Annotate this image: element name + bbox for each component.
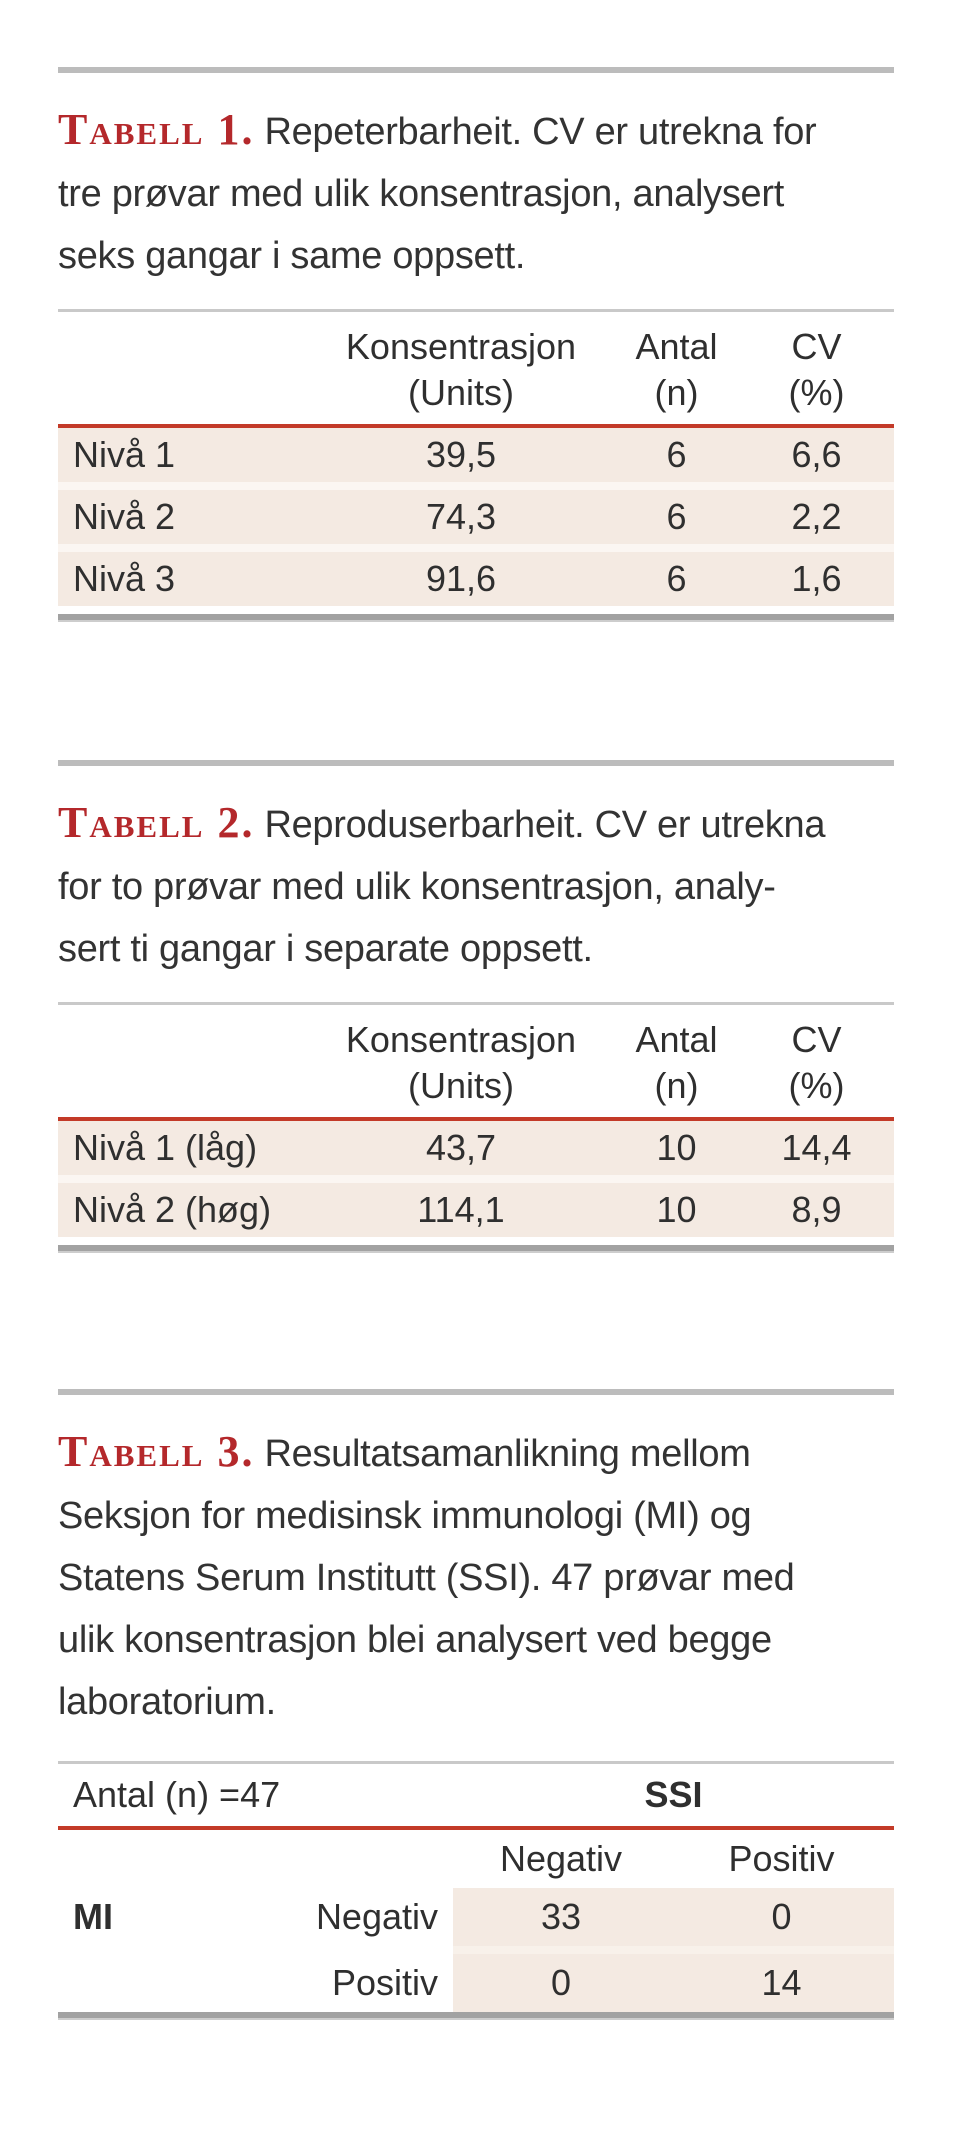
value-cell: 74,3 <box>425 496 497 537</box>
row-label-cell: Negativ <box>315 1896 438 1937</box>
caption-line: sert ti gangar i separate oppsett. <box>58 928 593 970</box>
column-header-konsentrasjon: Konsentrasjon (Units) <box>345 1019 577 1106</box>
empty-cell <box>208 1830 453 1888</box>
empty-cell <box>58 1830 208 1888</box>
table-3-caption: Tabell 3. Resultatsamanlikning mellom Sek… <box>58 1421 894 1733</box>
caption-line: seks gangar i same oppsett. <box>58 235 526 277</box>
column-header-empty <box>58 324 308 416</box>
table-row: Nivå 2 74,3 6 2,2 <box>58 490 894 544</box>
caption-text: Reproduserbarheit. CV er utrekna <box>264 804 826 846</box>
table-body: Nivå 1 (låg) 43,7 10 14,4 Nivå 2 (høg) 1… <box>58 1121 894 1237</box>
caption-text: Repeterbarheit. CV er utrekna for <box>264 111 817 153</box>
empty-cell <box>58 1954 208 2012</box>
value-cell: 6 <box>666 434 687 475</box>
table-top-rule <box>58 309 894 312</box>
table-row: Nivå 2 (høg) 114,1 10 8,9 <box>58 1183 894 1237</box>
table-reproduserbarheit: Konsentrasjon (Units) Antal (n) CV (%) N… <box>58 1002 894 1253</box>
table-1-caption-label: Tabell 1. <box>58 105 255 154</box>
value-cell: 43,7 <box>425 1127 497 1168</box>
table-header-row: Konsentrasjon (Units) Antal (n) CV (%) <box>58 312 894 424</box>
row-label-cell: Nivå 2 <box>73 496 176 537</box>
antal-header-cell: Antal (n) =47 <box>73 1774 281 1815</box>
row-gap <box>58 1946 894 1954</box>
value-cell: 1,6 <box>791 558 842 599</box>
value-cell: 8,9 <box>791 1189 842 1230</box>
row-label-cell: Nivå 1 (låg) <box>73 1127 258 1168</box>
caption-line: Statens Serum Institutt (SSI). 47 prøvar… <box>58 1557 795 1599</box>
table-3-caption-label: Tabell 3. <box>58 1427 255 1476</box>
table-bottom-rule <box>58 2012 894 2020</box>
header-underline-rule <box>58 1117 894 1121</box>
value-cell: 91,6 <box>425 558 497 599</box>
column-header-antal: Antal (n) <box>635 1019 718 1106</box>
mi-group-label-cell: MI <box>73 1896 113 1937</box>
table-row: Nivå 1 (låg) 43,7 10 14,4 <box>58 1121 894 1175</box>
column-header-empty <box>58 1017 308 1109</box>
section-divider <box>58 67 894 73</box>
table-top-rule <box>58 1761 894 1764</box>
row-label-cell: Nivå 2 (høg) <box>73 1189 272 1230</box>
value-cell: 6 <box>666 496 687 537</box>
value-cell: 10 <box>656 1189 697 1230</box>
table-body: Nivå 1 39,5 6 6,6 Nivå 2 74,3 6 2,2 Nivå… <box>58 428 894 606</box>
subheader-row: Negativ Positiv <box>58 1830 894 1888</box>
table-bottom-rule <box>58 614 894 622</box>
header-underline-rule <box>58 1826 894 1830</box>
row-label-cell: Nivå 1 <box>73 434 176 475</box>
value-cell: 0 <box>669 1888 894 1946</box>
table-2-caption: Tabell 2. Reproduserbarheit. CV er utrekn… <box>58 792 894 980</box>
caption-text: Resultatsamanlikning mellom <box>264 1433 751 1475</box>
value-cell: 14,4 <box>781 1127 852 1168</box>
table-row: Nivå 3 91,6 6 1,6 <box>58 552 894 606</box>
header-underline-rule <box>58 424 894 428</box>
caption-line: Tabell 2. Reproduserbarheit. CV er utrekn… <box>58 792 894 856</box>
table-2-caption-label: Tabell 2. <box>58 798 255 847</box>
column-header-cv: CV (%) <box>788 1019 845 1106</box>
value-cell: 6,6 <box>791 434 842 475</box>
table-row: Positiv 0 14 <box>58 1954 894 2012</box>
table-1-caption: Tabell 1. Repeterbarheit. CV er utrekna f… <box>58 99 894 287</box>
table-resultatsamanlikning: Antal (n) =47 SSI Negativ Positiv MI Neg… <box>58 1761 894 2020</box>
value-cell: 114,1 <box>417 1189 505 1230</box>
table-header-row: Antal (n) =47 SSI <box>58 1764 894 1826</box>
row-label-cell: Nivå 3 <box>73 558 176 599</box>
value-cell: 10 <box>656 1127 697 1168</box>
value-cell: 0 <box>453 1954 669 2012</box>
column-header-konsentrasjon: Konsentrasjon (Units) <box>345 326 577 413</box>
column-header-negativ: Negativ <box>499 1838 623 1879</box>
caption-line: Seksjon for medisinsk immunologi (MI) og <box>58 1495 752 1537</box>
article-tables-column: Tabell 1. Repeterbarheit. CV er utrekna f… <box>58 67 894 2020</box>
table-row: MI Negativ 33 0 <box>58 1888 894 1946</box>
table-bottom-rule <box>58 1245 894 1253</box>
value-cell: 6 <box>666 558 687 599</box>
caption-line: Tabell 3. Resultatsamanlikning mellom <box>58 1421 894 1485</box>
caption-line: Tabell 1. Repeterbarheit. CV er utrekna f… <box>58 99 894 163</box>
table-repeterbarheit: Konsentrasjon (Units) Antal (n) CV (%) N… <box>58 309 894 622</box>
caption-line: tre prøvar med ulik konsentrasjon, analy… <box>58 173 785 215</box>
column-header-positiv: Positiv <box>728 1838 835 1879</box>
value-cell: 14 <box>669 1954 894 2012</box>
ssi-group-header-cell: SSI <box>644 1774 703 1815</box>
section-divider <box>58 1389 894 1395</box>
section-divider <box>58 760 894 766</box>
value-cell: 2,2 <box>791 496 842 537</box>
value-cell: 39,5 <box>425 434 497 475</box>
caption-line: laboratorium. <box>58 1681 276 1723</box>
table-header-row: Konsentrasjon (Units) Antal (n) CV (%) <box>58 1005 894 1117</box>
caption-line: for to prøvar med ulik konsentrasjon, an… <box>58 866 776 908</box>
column-header-cv: CV (%) <box>788 326 845 413</box>
column-header-antal: Antal (n) <box>635 326 718 413</box>
value-cell: 33 <box>453 1888 669 1946</box>
table-top-rule <box>58 1002 894 1005</box>
table-row: Nivå 1 39,5 6 6,6 <box>58 428 894 482</box>
caption-line: ulik konsentrasjon blei analysert ved be… <box>58 1619 772 1661</box>
row-label-cell: Positiv <box>331 1962 438 2003</box>
